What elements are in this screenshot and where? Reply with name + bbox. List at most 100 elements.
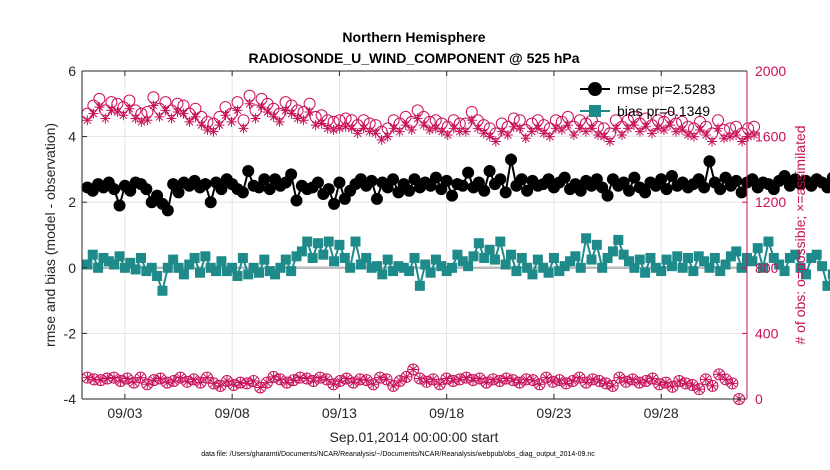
data-point [235, 377, 246, 388]
data-point [374, 372, 385, 383]
data-point [618, 249, 629, 260]
data-point [430, 123, 441, 134]
data-point [130, 264, 141, 275]
data-point [162, 262, 173, 273]
data-point [226, 116, 237, 127]
data-point [286, 266, 297, 277]
data-point [507, 375, 518, 386]
data-point [370, 128, 381, 139]
data-point [574, 123, 585, 134]
data-point [335, 375, 346, 386]
data-point [93, 262, 104, 273]
data-point [430, 254, 441, 265]
plot-background [82, 71, 747, 399]
data-point [581, 233, 592, 244]
data-point [94, 102, 105, 113]
data-point [447, 262, 458, 273]
data-point [428, 374, 439, 385]
data-point [704, 262, 715, 273]
data-point [639, 186, 652, 199]
data-point [388, 266, 399, 277]
data-point [598, 131, 609, 142]
data-point [665, 169, 678, 182]
data-point [173, 262, 184, 273]
data-point [178, 269, 189, 280]
data-point [377, 269, 388, 280]
data-point [699, 373, 712, 386]
data-point [100, 113, 111, 124]
data-point [548, 252, 559, 263]
data-point [719, 133, 730, 144]
data-point [248, 262, 259, 273]
x-axis-label: Sep.01,2014 00:00:00 start [330, 429, 499, 445]
data-point [627, 374, 638, 385]
data-point [128, 377, 139, 388]
data-point [574, 372, 585, 383]
data-point [280, 254, 291, 265]
data-point [190, 111, 201, 122]
data-point [468, 251, 479, 262]
data-point [262, 107, 273, 117]
data-point [821, 181, 830, 194]
data-point [566, 374, 579, 387]
data-point [706, 379, 719, 392]
data-point [365, 174, 378, 187]
data-point [488, 374, 499, 385]
data-point [725, 251, 736, 262]
data-point [290, 194, 303, 207]
data-point [613, 371, 626, 384]
data-point [554, 266, 565, 277]
data-point [533, 378, 546, 391]
data-point [656, 266, 667, 277]
data-point [568, 129, 579, 140]
chart-title-line-2: RADIOSONDE_U_WIND_COMPONENT @ 525 hPa [248, 50, 579, 66]
data-point [388, 380, 399, 391]
data-point [670, 126, 681, 137]
data-point [121, 372, 134, 385]
data-point [216, 256, 227, 267]
data-point [195, 377, 206, 388]
data-point [575, 262, 586, 273]
data-point [248, 375, 259, 386]
data-point [667, 381, 678, 392]
data-point [478, 184, 491, 197]
data-point [82, 372, 93, 383]
data-point [538, 128, 549, 139]
data-point [448, 123, 459, 134]
y-tick-label: -2 [64, 325, 77, 341]
data-point [743, 131, 754, 142]
data-point [228, 380, 239, 391]
data-point [522, 262, 533, 273]
data-point [527, 375, 538, 386]
data-point [628, 120, 639, 131]
data-point [140, 183, 153, 196]
data-point [368, 379, 379, 390]
data-point [82, 115, 93, 126]
data-point [102, 373, 113, 384]
data-point [288, 375, 299, 386]
data-point [208, 378, 219, 389]
data-point [695, 125, 706, 136]
data-point [701, 129, 712, 140]
data-point [620, 375, 633, 388]
y2-tick-label: 2000 [755, 63, 786, 79]
data-point [268, 111, 279, 122]
data-point [232, 105, 243, 116]
data-point [187, 373, 200, 386]
data-point [256, 102, 267, 113]
data-point [340, 121, 351, 132]
data-point [287, 374, 300, 387]
data-point [483, 165, 496, 178]
data-point [87, 249, 98, 260]
data-point [547, 376, 558, 387]
data-point [700, 374, 711, 385]
data-point [516, 252, 527, 263]
data-point [640, 121, 651, 132]
data-point [622, 123, 633, 134]
data-point [489, 254, 500, 265]
data-point [747, 256, 758, 267]
data-point [394, 126, 405, 137]
data-point [243, 269, 254, 280]
data-point [261, 377, 272, 388]
data-point [655, 173, 668, 186]
